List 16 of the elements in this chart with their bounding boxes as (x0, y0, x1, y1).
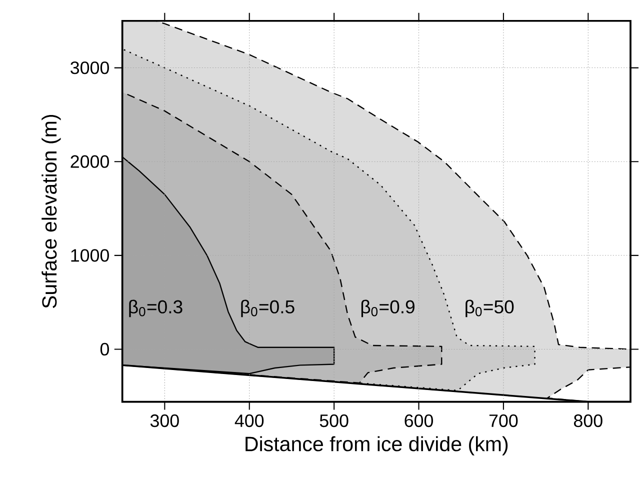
x-tick-label: 800 (574, 414, 602, 427)
y-axis-title: Surface elevation (m) (42, 114, 61, 308)
x-axis-title: Distance from ice divide (km) (246, 436, 508, 456)
series-label: β$_{0}$=0.9 (361, 300, 414, 317)
series-label: β$_{0}$=0.3 (129, 300, 182, 317)
series-label: β$_{0}$=50 (466, 300, 514, 317)
x-tick-label: 300 (150, 414, 179, 427)
x-tick-label: 500 (320, 414, 348, 427)
y-tick-label: 2000 (70, 155, 109, 168)
series-label: β$_{0}$=0.5 (241, 300, 294, 317)
y-tick-label: 3000 (70, 61, 109, 74)
x-tick-label: 700 (489, 414, 518, 427)
x-tick-label: 400 (234, 414, 264, 427)
y-tick-label: 0 (100, 342, 109, 356)
x-tick-label: 600 (404, 414, 433, 427)
y-tick-label: 1000 (71, 248, 109, 262)
